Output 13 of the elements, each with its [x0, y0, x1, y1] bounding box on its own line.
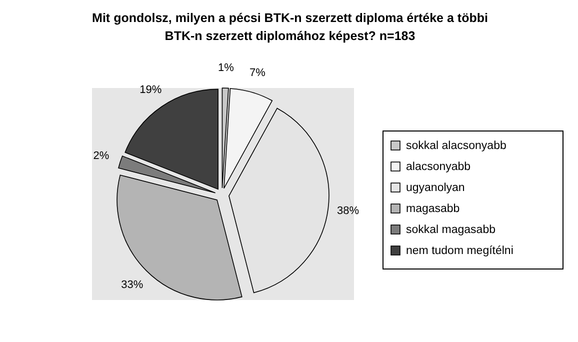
- legend-label: sokkal alacsonyabb: [406, 140, 506, 152]
- data-label: 1%: [218, 62, 234, 74]
- legend-label: nem tudom megítélni: [406, 245, 514, 257]
- data-label: 38%: [336, 204, 360, 217]
- legend-label: alacsonyabb: [406, 161, 471, 173]
- legend-label: ugyanolyan: [406, 182, 465, 194]
- legend-label: magasabb: [406, 203, 460, 215]
- data-label: 33%: [121, 278, 144, 291]
- data-label: 7%: [249, 67, 266, 80]
- chart-title: Mit gondolsz, milyen a pécsi BTK-n szerzett diploma értéke a többi BTK-n szerzett diplomához képest? n=183: [92, 11, 488, 43]
- legend-label: sokkal magasabb: [406, 224, 496, 236]
- data-label: 19%: [140, 84, 162, 96]
- data-label: 2%: [93, 150, 110, 162]
